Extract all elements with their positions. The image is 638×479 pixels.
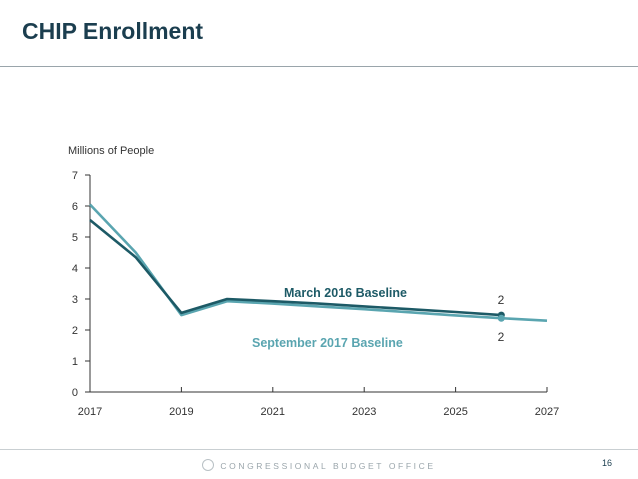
y-tick-label: 7	[72, 170, 78, 182]
title-divider	[0, 66, 638, 67]
page-number: 16	[601, 458, 612, 468]
cbo-logo-icon	[202, 459, 215, 471]
end-point-marker-september-2017	[497, 314, 505, 322]
x-tick-label: 2017	[78, 406, 102, 418]
end-value-label-march-2016: 2	[498, 293, 505, 307]
y-tick-label: 0	[72, 387, 78, 399]
slide-title: CHIP Enrollment	[22, 18, 204, 44]
footer-divider	[0, 449, 638, 450]
series-label-september-2017: September 2017 Baseline	[252, 336, 403, 350]
x-axis: 2017 2019 2021 2023 2025 2027	[78, 387, 559, 418]
y-tick-label: 5	[72, 232, 78, 244]
y-axis-title: Millions of People	[68, 145, 154, 157]
series-lines	[89, 203, 548, 322]
series-line-march-2016	[89, 218, 502, 317]
x-tick-label: 2025	[443, 406, 467, 418]
x-tick-label: 2027	[535, 406, 559, 418]
series-label-march-2016: March 2016 Baseline	[284, 286, 407, 300]
y-tick-label: 2	[72, 325, 78, 337]
footer-agency-name: CONGRESSIONAL BUDGET OFFICE	[220, 461, 436, 471]
y-tick-label: 6	[72, 201, 78, 213]
y-tick-label: 3	[72, 294, 78, 306]
y-axis: 0 1 2 3 4 5 6 7	[72, 170, 91, 399]
y-tick-label: 4	[72, 263, 78, 275]
x-tick-label: 2021	[261, 406, 285, 418]
y-tick-label: 1	[72, 356, 78, 368]
x-tick-label: 2023	[352, 406, 376, 418]
x-tick-label: 2019	[169, 406, 193, 418]
end-value-label-september-2017: 2	[498, 330, 505, 344]
footer-text-wrapper: CONGRESSIONAL BUDGET OFFICE	[0, 459, 638, 471]
